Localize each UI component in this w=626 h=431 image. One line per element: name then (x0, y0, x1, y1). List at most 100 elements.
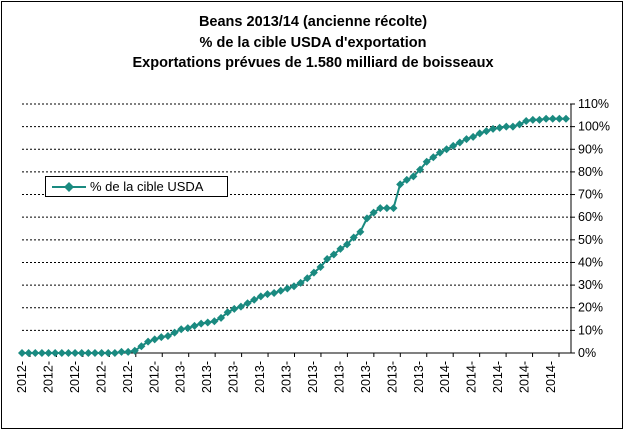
legend: % de la cible USDA (45, 176, 228, 197)
data-point (210, 317, 219, 326)
series-markers (18, 114, 570, 357)
data-point (489, 124, 498, 133)
x-tick-label: 2013- (359, 361, 373, 393)
data-point (250, 295, 259, 304)
data-point (18, 349, 26, 357)
y-tick-label: 20% (578, 301, 603, 315)
y-tick-label: 30% (578, 278, 603, 292)
data-point (542, 114, 551, 123)
series-line-path (22, 117, 566, 354)
series-line (22, 117, 566, 354)
data-point (356, 227, 365, 236)
data-point (24, 349, 33, 357)
data-point (416, 165, 425, 174)
data-point (422, 157, 431, 166)
data-point (256, 292, 265, 301)
data-point (217, 313, 226, 322)
y-tick-label: 0% (578, 346, 596, 360)
data-point (435, 148, 444, 157)
data-point (124, 347, 133, 356)
legend-label: % de la cible USDA (90, 179, 204, 194)
data-point (336, 244, 345, 253)
x-tick-label: 2012- (147, 361, 161, 393)
data-point (309, 268, 318, 277)
data-point (223, 308, 232, 317)
data-point (84, 349, 93, 357)
chart-title-line-1: Beans 2013/14 (ancienne récolte) (198, 14, 428, 30)
x-tick-label: 2013- (200, 361, 214, 393)
y-tick-label: 90% (578, 142, 603, 156)
data-point (502, 122, 511, 131)
data-point (508, 122, 517, 131)
data-point (157, 333, 166, 342)
data-point (270, 289, 279, 298)
y-tick-label: 80% (578, 165, 603, 179)
x-tick-label: 2013- (280, 361, 294, 393)
data-point (57, 349, 66, 357)
data-point (303, 274, 312, 283)
data-point (197, 319, 206, 328)
data-point (283, 284, 292, 293)
data-point (402, 175, 411, 184)
y-tick-label: 50% (578, 233, 603, 247)
data-point (276, 286, 285, 295)
data-point (389, 204, 398, 213)
x-tick-label: 2013- (174, 361, 188, 393)
data-point (296, 278, 305, 287)
data-point (97, 349, 106, 357)
data-point (522, 116, 531, 125)
data-point (130, 346, 139, 355)
data-point (163, 332, 172, 341)
data-point (482, 127, 491, 136)
y-tick-label: 40% (578, 255, 603, 269)
data-point (362, 214, 371, 223)
data-point (343, 240, 352, 249)
data-point (117, 347, 126, 356)
data-point (316, 262, 325, 271)
y-tick-label: 10% (578, 323, 603, 337)
x-tick-label: 2014- (465, 361, 479, 393)
data-point (110, 349, 119, 357)
data-point (382, 204, 391, 213)
x-tick-label: 2012- (41, 361, 55, 393)
data-point (409, 172, 418, 181)
data-point (51, 349, 60, 357)
gridlines (22, 103, 575, 354)
data-point (369, 208, 378, 217)
x-tick-label: 2013- (332, 361, 346, 393)
data-point (183, 324, 192, 333)
data-point (528, 115, 537, 124)
data-point (329, 250, 338, 259)
data-point (190, 321, 199, 330)
x-tick-label: 2013- (412, 361, 426, 393)
data-point (396, 180, 405, 189)
data-point (429, 153, 438, 162)
data-point (535, 115, 544, 124)
x-tick-label: 2013- (227, 361, 241, 393)
data-point (177, 325, 186, 334)
data-point (495, 123, 504, 132)
data-point (449, 141, 458, 150)
data-point (376, 204, 385, 213)
data-point (469, 132, 478, 141)
x-tick-label: 2014- (544, 361, 558, 393)
data-point (104, 349, 113, 357)
x-tick-label: 2014- (438, 361, 452, 393)
data-point (442, 145, 451, 154)
data-point (71, 349, 80, 357)
x-tick-label: 2014- (518, 361, 532, 393)
legend-marker-icon (52, 182, 86, 192)
data-point (243, 299, 252, 308)
data-point (44, 349, 53, 357)
x-tick-label: 2012- (15, 361, 29, 393)
chart-title-line-3: Exportations prévues de 1.580 milliard d… (132, 55, 494, 71)
x-tick-label: 2012- (94, 361, 108, 393)
data-point (290, 282, 298, 291)
data-point (144, 337, 153, 346)
data-point (77, 349, 86, 357)
x-tick-label: 2014- (491, 361, 505, 393)
data-point (170, 328, 179, 337)
data-point (562, 114, 570, 123)
data-point (64, 349, 73, 357)
